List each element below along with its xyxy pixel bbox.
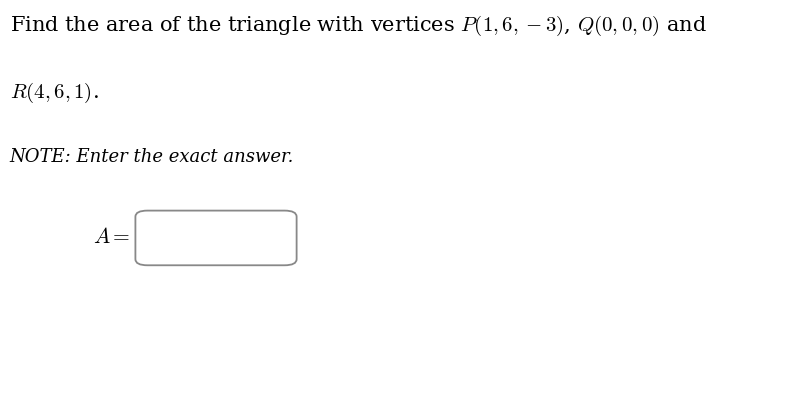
Text: $A =$: $A =$ — [93, 226, 130, 248]
Text: $R(4, 6, 1)$.: $R(4, 6, 1)$. — [10, 81, 98, 105]
Text: Find the area of the triangle with vertices $P(1, 6, -3)$, $Q(0, 0, 0)$ and: Find the area of the triangle with verti… — [10, 14, 707, 38]
Text: NOTE: Enter the exact answer.: NOTE: Enter the exact answer. — [10, 148, 294, 166]
FancyBboxPatch shape — [135, 211, 297, 265]
